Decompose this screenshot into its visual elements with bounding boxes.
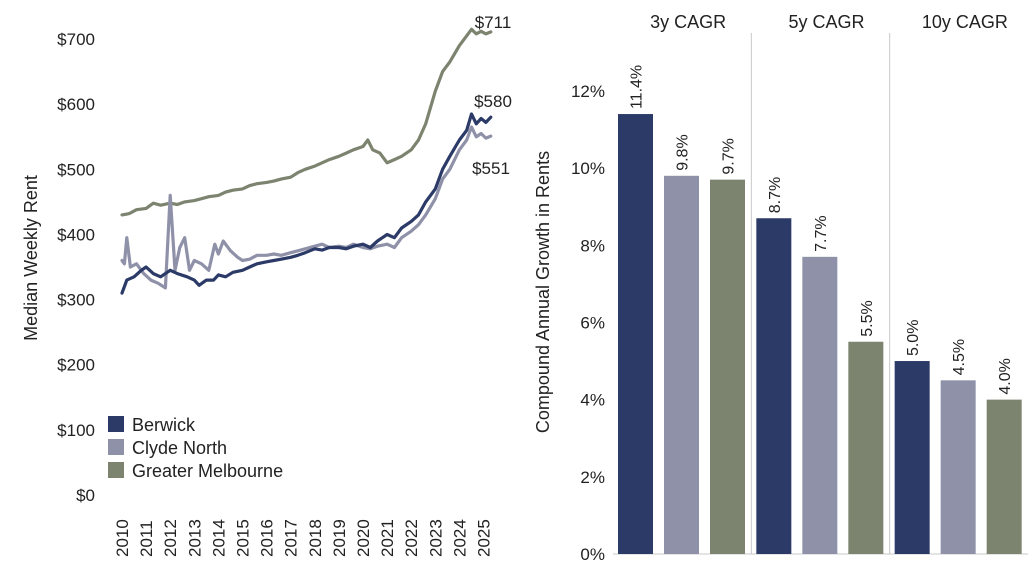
legend-swatch — [108, 462, 124, 478]
panel-title: 5y CAGR — [788, 12, 864, 32]
y-tick-label: 12% — [571, 82, 605, 101]
bar-clyde-north — [664, 175, 699, 554]
bar-value-label: 9.7% — [721, 138, 738, 174]
end-value-label: $580 — [474, 92, 512, 111]
x-tick-label: 2023 — [426, 519, 445, 557]
x-tick-label: 2024 — [450, 519, 469, 557]
x-tick-label: 2011 — [137, 520, 156, 557]
y-tick-label: $300 — [57, 291, 95, 310]
x-tick-label: 2022 — [402, 519, 421, 557]
y-tick-label: $100 — [57, 421, 95, 440]
x-tick-label: 2019 — [330, 519, 349, 557]
end-value-label: $551 — [472, 159, 510, 178]
x-tick-label: 2017 — [282, 519, 301, 557]
y-tick-label: $0 — [76, 486, 95, 505]
x-tick-label: 2021 — [378, 519, 397, 557]
bar-berwick — [618, 114, 653, 555]
end-value-label: $711 — [475, 13, 512, 32]
bar-chart: 0% 2% 4% 6% 8% 10% 12% Compound Annual Growth i… — [533, 12, 1028, 564]
y-tick-label: $600 — [57, 95, 95, 114]
y-tick-label: $500 — [57, 160, 95, 179]
bar-value-label: 8.7% — [767, 177, 784, 213]
x-tick-label: 2020 — [354, 519, 373, 557]
legend-swatch — [108, 416, 124, 432]
y-tick-label: $700 — [57, 30, 95, 49]
y-tick-label: 8% — [580, 236, 605, 255]
x-tick-label: 2014 — [209, 519, 228, 557]
bar-greater-melbourne — [986, 399, 1022, 554]
panel-title: 3y CAGR — [650, 12, 726, 32]
y-axis-title: Median Weekly Rent — [21, 175, 41, 341]
bar-value-label: 5.5% — [859, 300, 876, 336]
x-tick-label: 2012 — [161, 519, 180, 557]
y-tick-label: $400 — [57, 225, 95, 244]
bar-clyde-north — [940, 380, 976, 554]
x-tick-label: 2010 — [113, 519, 132, 557]
y-tick-label: 2% — [580, 468, 605, 487]
x-tick-label: 2013 — [185, 519, 204, 557]
bar-berwick — [756, 218, 792, 554]
bar-value-label: 4.5% — [951, 339, 968, 375]
bar-value-label: 9.8% — [675, 134, 692, 170]
legend-label: Clyde North — [132, 438, 227, 458]
bar-berwick — [894, 361, 930, 554]
y-tick-label: 0% — [580, 545, 605, 564]
y-tick-label: 6% — [580, 313, 605, 332]
bar-greater-melbourne — [848, 341, 884, 554]
bar-value-label: 11.4% — [629, 65, 646, 109]
x-tick-label: 2018 — [306, 519, 325, 557]
x-tick-label: 2025 — [475, 519, 494, 557]
series-line-greater-melbourne — [120, 27, 493, 217]
panel-title: 10y CAGR — [922, 12, 1008, 32]
bar-value-label: 7.7% — [813, 215, 830, 251]
legend-swatch — [108, 439, 124, 455]
bar-value-label: 5.0% — [905, 320, 922, 356]
y-tick-label: $200 — [57, 356, 95, 375]
line-chart: $0 $100 $200 $300 $400 $500 $600 $700 2010 2011 20… — [21, 13, 512, 557]
x-tick-label: 2016 — [258, 519, 277, 557]
y-axis-title: Compound Annual Growth in Rents — [533, 151, 553, 433]
series-line-berwick — [120, 112, 493, 295]
x-tick-label: 2015 — [234, 519, 253, 557]
y-tick-label: 4% — [580, 391, 605, 410]
legend-label: Greater Melbourne — [132, 461, 283, 481]
legend-label: Berwick — [132, 415, 196, 435]
y-tick-label: 10% — [571, 159, 605, 178]
bar-value-label: 4.0% — [997, 358, 1014, 394]
series-line-clyde-north — [120, 125, 493, 290]
bar-greater-melbourne — [710, 179, 745, 554]
bar-clyde-north — [802, 256, 838, 554]
